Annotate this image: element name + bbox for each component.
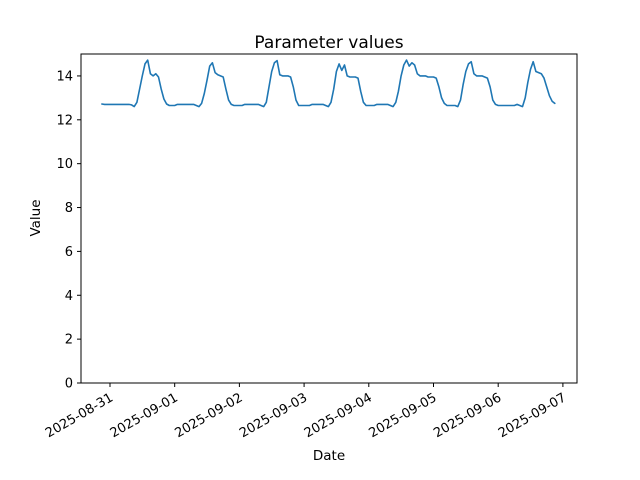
y-tick-label: 2	[65, 333, 73, 348]
y-tick-label: 8	[65, 201, 73, 216]
y-tick-label: 14	[56, 69, 73, 84]
x-tick-label: 2025-09-04	[302, 390, 375, 441]
x-tick-label: 2025-09-03	[237, 390, 310, 441]
x-tick-label: 2025-09-01	[108, 390, 181, 441]
x-tick-label: 2025-09-05	[367, 390, 440, 441]
x-tick-label: 2025-08-31	[43, 390, 116, 441]
y-tick-label: 0	[65, 377, 73, 392]
x-axis-label: Date	[312, 448, 346, 464]
y-tick-label: 6	[65, 245, 73, 260]
axes-frame	[80, 53, 578, 384]
x-tick-label: 2025-09-02	[172, 390, 245, 441]
y-tick-label: 10	[56, 157, 73, 172]
y-tick-label: 12	[56, 113, 73, 128]
y-tick-label: 4	[65, 289, 73, 304]
x-tick-label: 2025-09-06	[431, 390, 504, 441]
data-series-line	[101, 59, 556, 108]
chart-title: Parameter values	[254, 33, 404, 53]
x-tick-label: 2025-09-07	[496, 390, 569, 441]
